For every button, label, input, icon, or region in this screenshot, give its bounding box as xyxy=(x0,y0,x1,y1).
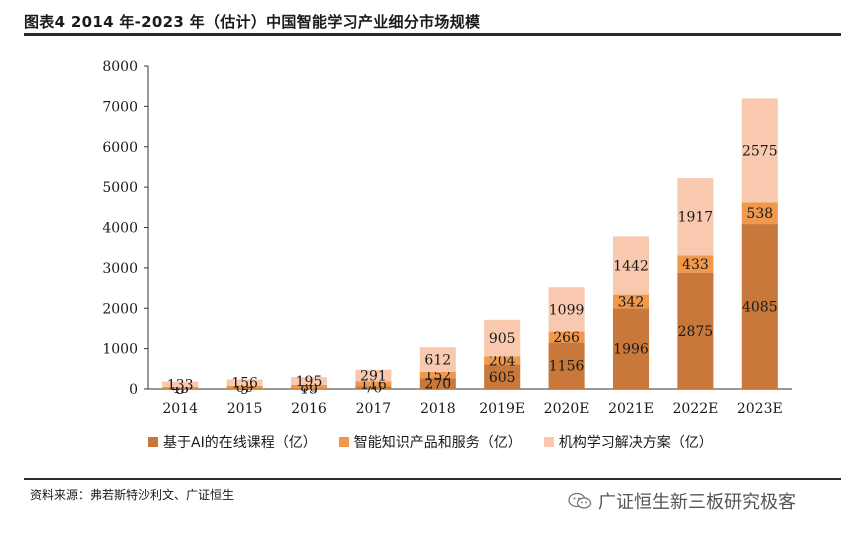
top-rule xyxy=(24,33,841,36)
y-tick-label: 4000 xyxy=(102,221,138,237)
bar-segment xyxy=(677,178,714,256)
legend-item-institution-solutions: 机构学习解决方案（亿） xyxy=(543,432,713,452)
y-tick-label: 6000 xyxy=(102,140,138,156)
bar-segment xyxy=(484,356,521,365)
bar-segment xyxy=(226,385,263,389)
data-label: 4085 xyxy=(742,300,778,316)
x-tick-label: 2019E xyxy=(479,401,525,417)
legend-label: 基于AI的在线课程（亿） xyxy=(163,435,317,451)
legend-swatch xyxy=(148,437,158,447)
legend-swatch xyxy=(543,437,554,447)
data-label: 1996 xyxy=(613,342,649,358)
y-tick-label: 0 xyxy=(129,382,138,398)
bottom-rule xyxy=(24,478,841,480)
x-tick-label: 2023E xyxy=(737,401,783,417)
bar-segment xyxy=(162,386,199,389)
data-label: 156 xyxy=(231,376,258,392)
bar-segment xyxy=(484,319,521,357)
data-label: 291 xyxy=(360,369,387,385)
bar-segment xyxy=(741,224,778,389)
data-label: 1099 xyxy=(549,302,585,318)
bar-segment xyxy=(677,255,714,273)
bar-segment xyxy=(677,272,714,389)
legend-item-ai-courses: 基于AI的在线课程（亿） xyxy=(148,432,317,452)
legend-item-knowledge-products: 智能知识产品和服务（亿） xyxy=(338,432,522,452)
bar-segment xyxy=(355,369,392,382)
data-label: 538 xyxy=(746,206,773,222)
data-label: 9 xyxy=(240,382,249,398)
y-tick-label: 3000 xyxy=(102,261,138,277)
legend: 基于AI的在线课程（亿） 智能知识产品和服务（亿） 机构学习解决方案（亿） xyxy=(148,432,713,452)
bar-segment xyxy=(290,377,328,386)
y-tick-label: 2000 xyxy=(102,301,138,317)
watermark-text: 广证恒生新三板研究极客 xyxy=(598,492,796,513)
stacked-bar-chart: 0100020003000400050006000700080005451332… xyxy=(102,59,792,417)
data-label: 5 xyxy=(176,382,185,398)
bar-segment xyxy=(419,347,456,372)
data-label: 1442 xyxy=(613,258,649,274)
data-label: 133 xyxy=(167,377,194,393)
bar-segment xyxy=(355,381,392,387)
data-label: 152 xyxy=(424,368,451,384)
x-tick-label: 2015 xyxy=(227,401,263,417)
data-label: 605 xyxy=(489,370,516,386)
data-label: 2875 xyxy=(678,324,714,340)
bar-segment xyxy=(741,98,778,203)
x-tick-label: 2021E xyxy=(608,401,654,417)
legend-label: 机构学习解决方案（亿） xyxy=(558,435,713,451)
legend-label: 智能知识产品和服务（亿） xyxy=(353,435,522,451)
data-label: 2575 xyxy=(742,143,778,159)
watermark: 广证恒生新三板研究极客 xyxy=(568,488,796,514)
data-label: 270 xyxy=(424,377,451,393)
bar-segment xyxy=(548,287,585,332)
x-tick-label: 2022E xyxy=(672,401,718,417)
data-label: 342 xyxy=(618,295,645,311)
data-label: 1917 xyxy=(678,210,714,226)
x-tick-label: 2020E xyxy=(544,401,590,417)
bar-segment xyxy=(484,364,521,389)
data-label: 612 xyxy=(424,353,451,369)
x-tick-label: 2014 xyxy=(162,401,198,417)
y-tick-label: 8000 xyxy=(102,59,138,75)
bar-segment xyxy=(226,379,263,386)
x-tick-label: 2016 xyxy=(291,401,327,417)
source-note: 资料来源：弗若斯特沙利文、广证恒生 xyxy=(30,488,235,502)
y-tick-label: 1000 xyxy=(102,342,138,358)
bar-segment xyxy=(741,202,778,225)
bar-segment xyxy=(612,294,650,309)
legend-swatch xyxy=(338,437,349,447)
data-label: 204 xyxy=(489,353,516,369)
bar-segment xyxy=(162,381,199,387)
bar-segment xyxy=(548,342,585,389)
y-tick-label: 5000 xyxy=(102,180,138,196)
bar-segment xyxy=(290,388,328,389)
data-label: 433 xyxy=(682,257,709,273)
wechat-icon xyxy=(568,492,592,509)
bar-segment xyxy=(419,371,456,379)
x-tick-label: 2018 xyxy=(420,401,456,417)
bar-segment xyxy=(612,308,650,389)
bar-segment xyxy=(290,385,328,389)
x-tick-label: 2017 xyxy=(356,401,392,417)
bar-segment xyxy=(548,331,585,343)
data-label: 195 xyxy=(296,374,323,390)
y-tick-label: 7000 xyxy=(102,99,138,115)
bar-segment xyxy=(419,378,456,389)
chart-title: 图表4 2014 年-2023 年（估计）中国智能学习产业细分市场规模 xyxy=(24,13,481,31)
data-label: 905 xyxy=(489,331,516,347)
bar-segment xyxy=(612,236,650,295)
data-label: 1156 xyxy=(549,359,585,375)
data-label: 266 xyxy=(553,330,580,346)
bar-segment xyxy=(355,386,392,389)
